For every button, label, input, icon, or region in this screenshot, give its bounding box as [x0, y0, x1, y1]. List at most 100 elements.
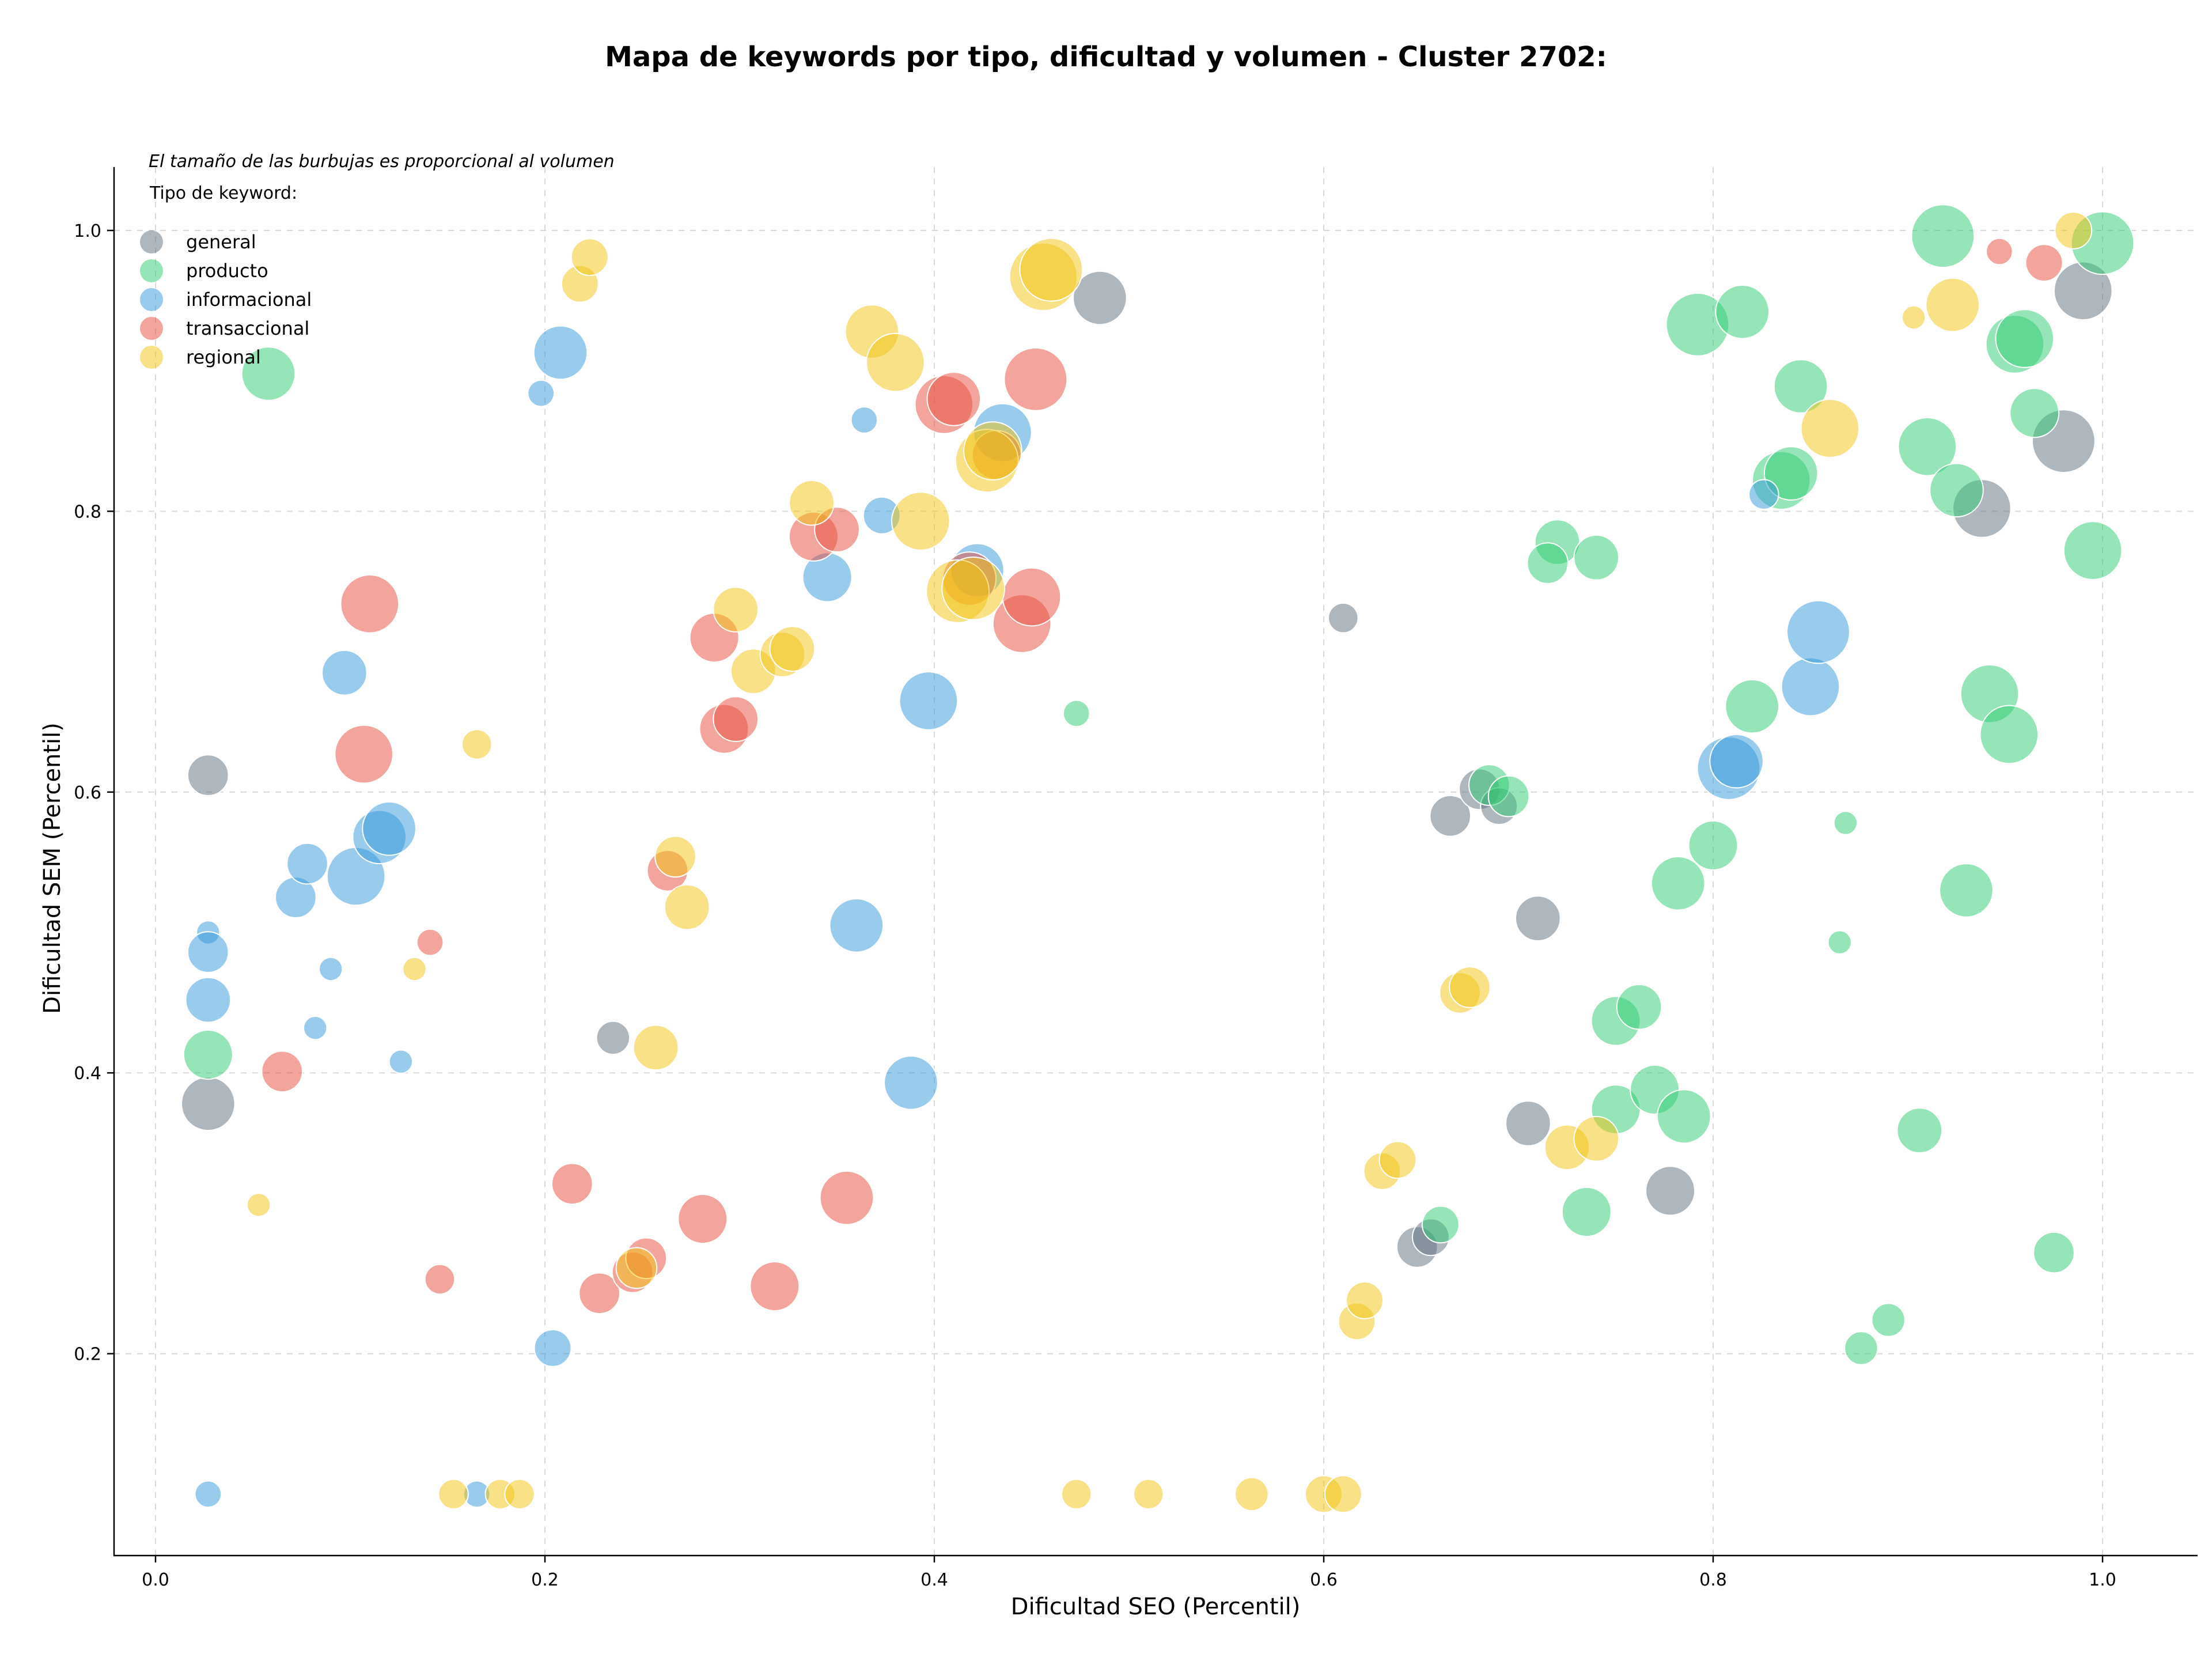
bubble-producto [1725, 679, 1779, 734]
bubble-informacional [850, 406, 878, 434]
x-tick-label: 0.4 [921, 1570, 948, 1590]
legend-label: transaccional [186, 317, 309, 339]
bubble-transaccional [551, 1163, 593, 1205]
legend-marker [140, 259, 163, 282]
bubble-transaccional [677, 1194, 728, 1244]
bubble-producto [1979, 705, 2039, 765]
bubble-informacional [321, 649, 368, 696]
bubble-producto [1573, 535, 1619, 581]
bubble-producto [1911, 204, 1975, 268]
x-tick-label: 1.0 [2089, 1570, 2116, 1590]
y-axis-label: Dificultad SEM (Percentil) [39, 722, 66, 1014]
bubble-informacional [1781, 657, 1840, 717]
bubble-regional [664, 884, 710, 930]
bubble-producto [1527, 542, 1569, 584]
bubble-producto [1896, 1107, 1943, 1153]
bubble-regional [402, 956, 427, 982]
bubble-informacional [533, 1329, 572, 1367]
bubble-producto [1844, 1331, 1878, 1365]
series-informacional [185, 325, 1850, 1508]
legend-item-transaccional: transaccional [140, 317, 309, 340]
bubble-regional [1061, 1478, 1092, 1510]
bubble-regional [438, 1478, 469, 1510]
bubble-regional [1925, 277, 1980, 332]
bubble-producto [1062, 699, 1090, 728]
bubble-transaccional [2025, 244, 2063, 282]
bubble-informacional [533, 325, 588, 380]
series-regional [246, 211, 2093, 1514]
y-tick-label: 0.2 [74, 1345, 101, 1365]
bubble-producto [1657, 1089, 1711, 1144]
legend-label: regional [186, 346, 261, 368]
bubble-producto [1616, 983, 1662, 1030]
bubble-transaccional [578, 1272, 620, 1315]
bubble-general [181, 1076, 236, 1132]
bubble-informacional [527, 379, 555, 407]
bubble-regional [789, 480, 835, 526]
series-producto [183, 204, 2135, 1365]
legend-label: informacional [186, 289, 312, 311]
bubble-transaccional [1002, 567, 1062, 627]
bubbles [181, 204, 2135, 1514]
x-tick-label: 0.0 [142, 1570, 169, 1590]
bubble-transaccional [819, 1170, 874, 1225]
bubble-producto [241, 346, 296, 401]
x-tick-label: 0.8 [1699, 1570, 1727, 1590]
bubble-producto [1939, 863, 1994, 918]
bubble-regional [1324, 1475, 1362, 1514]
bubble-regional [866, 332, 925, 392]
bubble-producto [2063, 521, 2123, 580]
y-tick-label: 0.8 [74, 502, 101, 522]
bubble-informacional [884, 1055, 938, 1110]
bubble-regional [1346, 1281, 1384, 1319]
bubble-informacional [362, 801, 416, 856]
bubble-producto [1763, 446, 1819, 501]
bubble-informacional [1709, 733, 1764, 789]
chart-title: Mapa de keywords por tipo, dificultad y … [605, 41, 1607, 73]
bubble-producto [1995, 309, 2055, 368]
legend-marker [140, 230, 163, 253]
bubble-transaccional [416, 928, 444, 956]
y-axis-ticks: 0.2 0.4 0.6 0.8 1.0 [74, 221, 114, 1365]
x-axis-ticks: 0.0 0.2 0.4 0.6 0.8 1.0 [142, 1556, 2116, 1590]
bubble-regional [461, 729, 493, 760]
y-tick-label: 0.4 [74, 1064, 101, 1084]
bubble-general [1505, 1100, 1551, 1147]
bubble-informacional [303, 1016, 328, 1041]
bubble-informacional [1748, 479, 1779, 510]
bubble-producto [1650, 856, 1706, 911]
bubble-transaccional [749, 1261, 800, 1312]
bubble-regional [2054, 211, 2093, 249]
bubble-producto [1561, 1187, 1612, 1237]
legend-marker [140, 317, 163, 340]
bubble-regional [1133, 1478, 1164, 1510]
bubble-regional [632, 1024, 679, 1071]
bubble-producto [1715, 285, 1770, 339]
bubble-producto [1487, 775, 1530, 818]
bubble-regional [1800, 399, 1860, 458]
bubble-informacional [185, 977, 232, 1023]
bubble-regional [769, 626, 816, 672]
legend-marker [140, 346, 163, 369]
bubble-informacional [829, 898, 884, 953]
legend-marker [140, 288, 163, 311]
bubble-producto [183, 1030, 233, 1080]
bubble-general [1328, 602, 1359, 634]
bubble-transaccional [1003, 347, 1068, 411]
bubble-producto [1871, 1303, 1906, 1337]
x-tick-label: 0.6 [1310, 1570, 1338, 1590]
bubble-transaccional [1986, 237, 2013, 266]
y-tick-label: 1.0 [74, 221, 101, 241]
size-note: El tamaño de las burbujas es proporciona… [149, 152, 615, 172]
x-tick-label: 0.2 [531, 1570, 559, 1590]
legend-item-producto: producto [140, 259, 268, 282]
bubble-general [187, 754, 229, 796]
bubble-regional [1378, 1141, 1417, 1179]
bubble-regional [713, 587, 759, 633]
legend: general producto informacional transacciona… [140, 230, 312, 369]
legend-item-informacional: informacional [140, 288, 312, 311]
bubble-regional [504, 1478, 535, 1510]
bubble-producto [1897, 417, 1957, 476]
bubble-informacional [319, 956, 343, 982]
